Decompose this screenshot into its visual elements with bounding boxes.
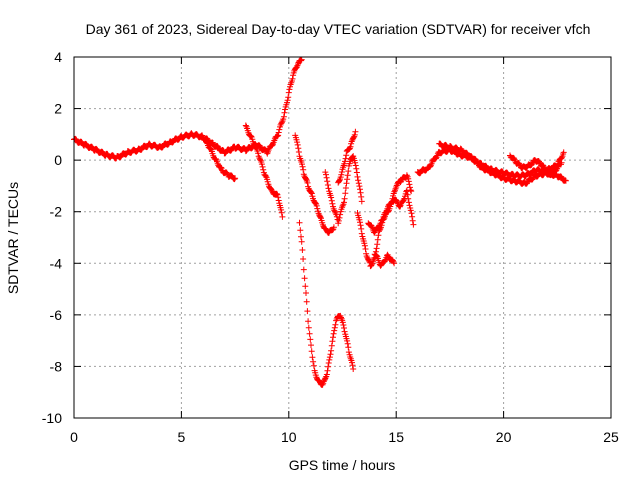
data-points bbox=[365, 187, 417, 236]
chart-title: Day 361 of 2023, Sidereal Day-to-day VTE… bbox=[86, 21, 591, 37]
data-points bbox=[199, 134, 239, 183]
axis-ticks: 0 5 10 15 20 25 -10 -8 -6 -4 -2 0 2 4 bbox=[42, 49, 619, 445]
series-track-2 bbox=[199, 134, 239, 183]
data-points bbox=[296, 219, 357, 388]
series-track-10 bbox=[371, 251, 398, 269]
y-tick-label: 2 bbox=[54, 101, 62, 117]
y-tick-label: -8 bbox=[50, 358, 63, 374]
data-points bbox=[507, 152, 565, 179]
series-track-3 bbox=[242, 122, 286, 220]
y-tick-label: -4 bbox=[50, 255, 63, 271]
series-track-6 bbox=[322, 153, 365, 227]
plot-frame bbox=[73, 56, 612, 419]
data-points bbox=[242, 122, 286, 220]
data-points bbox=[322, 153, 365, 227]
y-tick-label: -10 bbox=[42, 410, 62, 426]
y-tick-label: 4 bbox=[54, 49, 62, 65]
data-points bbox=[292, 132, 337, 236]
y-tick-label: -6 bbox=[50, 307, 63, 323]
data-series bbox=[71, 56, 569, 388]
data-points bbox=[335, 128, 359, 186]
y-tick-label: -2 bbox=[50, 204, 63, 220]
grid-lines bbox=[74, 57, 611, 418]
series-track-4 bbox=[292, 132, 337, 236]
series-track-9 bbox=[365, 187, 417, 236]
x-tick-label: 25 bbox=[603, 429, 619, 445]
data-points bbox=[436, 140, 569, 187]
x-tick-label: 15 bbox=[388, 429, 404, 445]
y-tick-label: 0 bbox=[54, 152, 62, 168]
x-tick-label: 10 bbox=[281, 429, 297, 445]
x-tick-label: 0 bbox=[70, 429, 78, 445]
data-points bbox=[371, 251, 398, 269]
series-track-13 bbox=[507, 152, 565, 179]
x-tick-label: 20 bbox=[496, 429, 512, 445]
y-axis-label: SDTVAR / TECUs bbox=[5, 182, 21, 294]
series-track-5 bbox=[296, 219, 357, 388]
series-track-7 bbox=[335, 128, 359, 186]
x-tick-label: 5 bbox=[178, 429, 186, 445]
x-axis-label: GPS time / hours bbox=[289, 457, 396, 473]
series-track-12 bbox=[436, 140, 569, 187]
